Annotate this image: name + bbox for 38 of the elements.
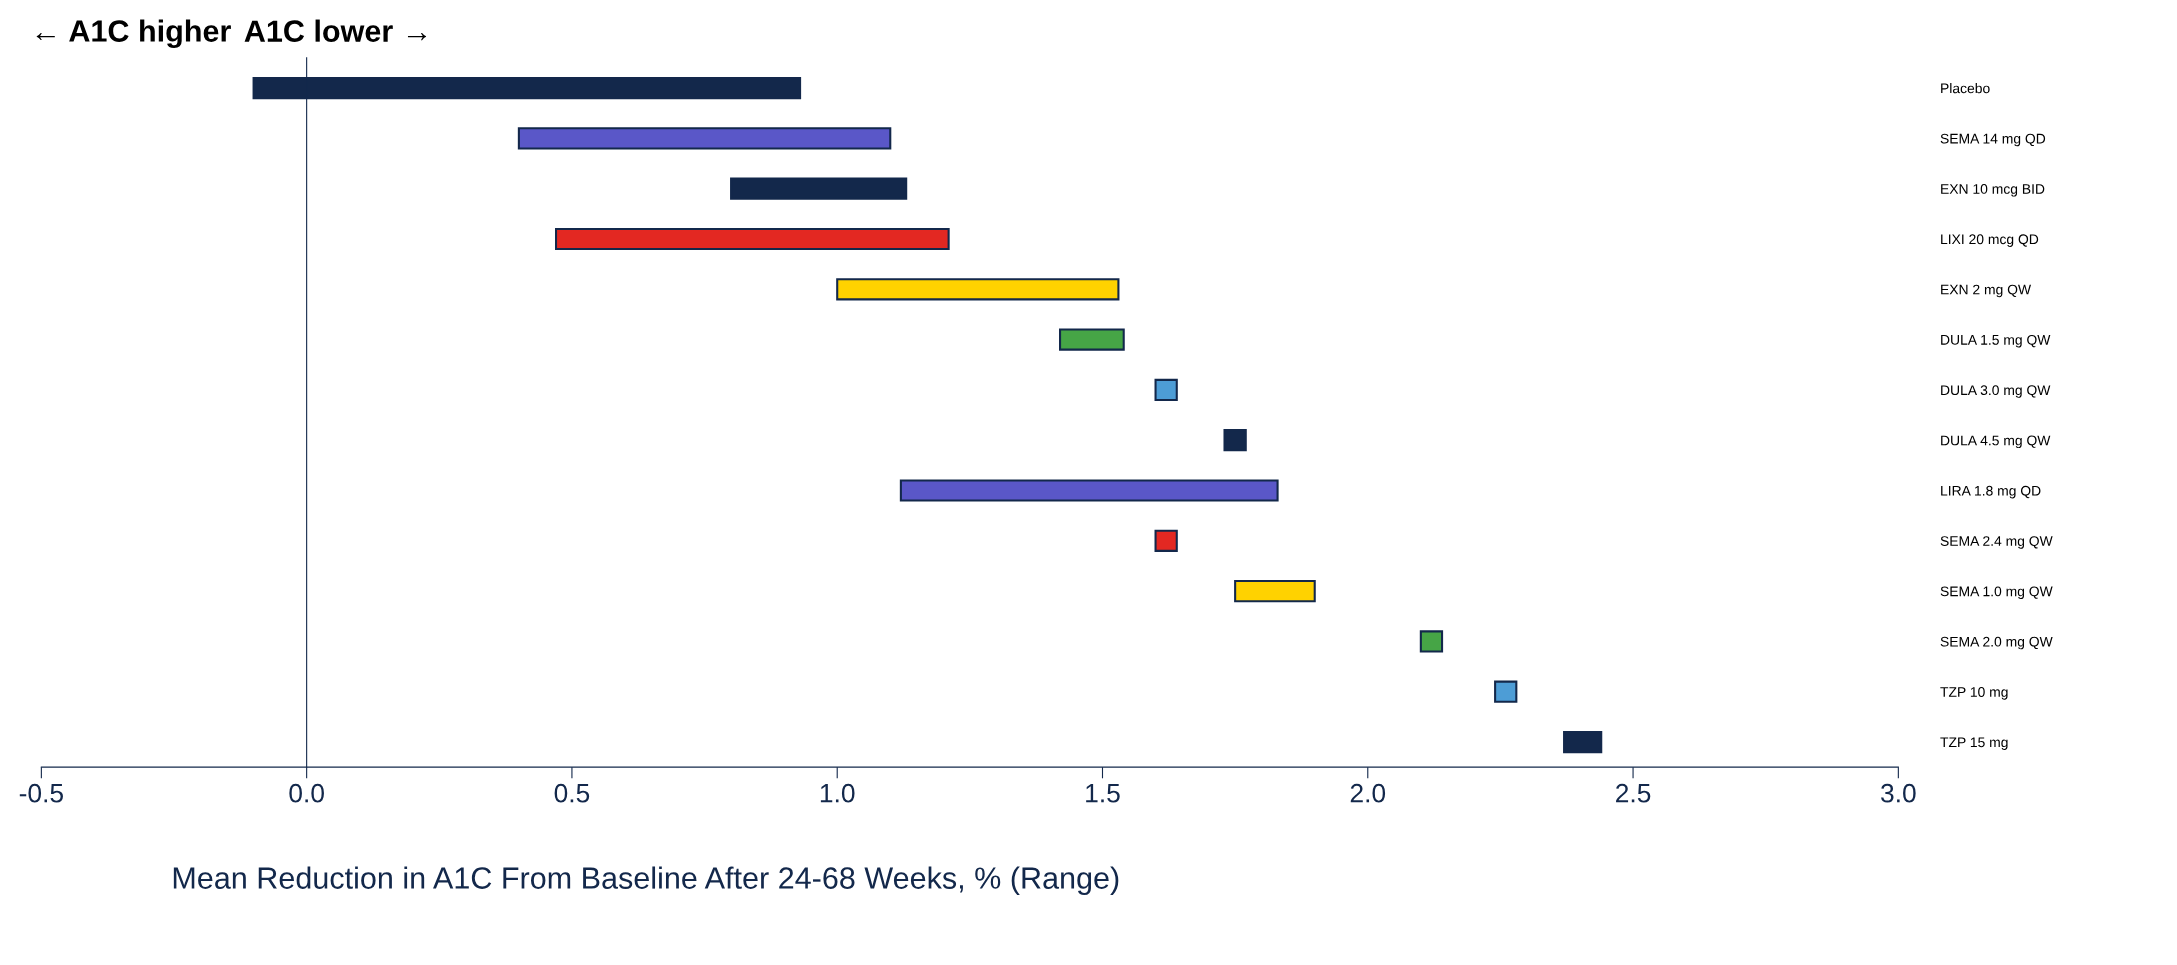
y-tick-label: DULA 4.5 mg QW (1941, 435, 2051, 449)
bar (1154, 529, 1178, 552)
x-tick-label: 1.0 (820, 783, 855, 803)
y-tick-label: Placebo (1941, 83, 1990, 94)
y-tick-label: SEMA 1.0 mg QW (1940, 586, 2053, 600)
bar (1223, 429, 1247, 452)
bar (1563, 730, 1603, 754)
y-tick-label: DULA 1.5 mg QW (1941, 334, 2051, 348)
y-tick-label: LIXI 20 mcg QD (1941, 234, 2039, 247)
y-tick-label: SEMA 14 mg QD (1940, 133, 2046, 147)
x-tick-label: -0.5 (19, 783, 63, 803)
y-tick-label: EXN 10 mcg BID (1941, 184, 2045, 197)
bar (899, 479, 1279, 502)
x-tick-label: 1.5 (1086, 784, 1120, 803)
y-tick-label: LIRA 1.8 mg QD (1941, 485, 2041, 499)
x-tick-label: 2.0 (1350, 783, 1386, 803)
x-axis-title: Mean Reduction in A1C From Baseline After 24-68 Weeks, % (Range) (173, 866, 1119, 895)
x-tick-label: 0.5 (554, 783, 590, 803)
bar (1059, 328, 1125, 351)
bar (517, 127, 892, 150)
y-tick-label: SEMA 2.0 mg QW (1940, 636, 2053, 650)
y-tick-label: EXN 2 mg QW (1941, 284, 2032, 298)
bar (1494, 680, 1518, 703)
x-tick-label: 2.5 (1616, 783, 1651, 803)
y-tick-label: SEMA 2.4 mg QW (1940, 536, 2053, 549)
bar (836, 278, 1120, 301)
bar (554, 227, 950, 251)
y-tick-label: TZP 15 mg (1940, 737, 2008, 750)
bar (1234, 580, 1316, 603)
text: ← A1C higher (36, 19, 231, 49)
x-tick-label: 0.0 (289, 783, 324, 803)
x-tick-label: 3.0 (1881, 783, 1916, 803)
y-tick-label: DULA 3.0 mg QW (1941, 385, 2051, 398)
bar (1154, 378, 1178, 401)
bar (730, 177, 908, 200)
text: A1C lower → (244, 19, 427, 42)
y-tick-label: TZP 10 mg (1940, 687, 2008, 700)
bar (1419, 630, 1444, 653)
